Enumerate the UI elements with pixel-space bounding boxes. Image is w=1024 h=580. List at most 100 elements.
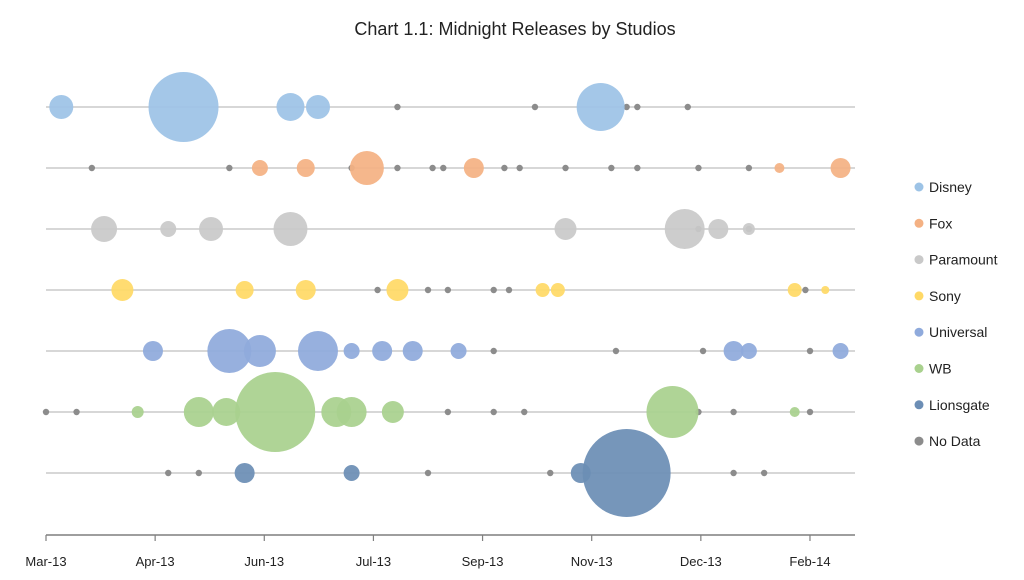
legend-label: Disney <box>929 179 972 195</box>
bubble-paramount <box>708 219 729 239</box>
no-data-point <box>394 103 401 111</box>
legend-marker-universal <box>914 327 924 337</box>
no-data-point <box>73 408 80 416</box>
no-data-point <box>444 408 452 416</box>
no-data-point <box>490 408 497 416</box>
no-data-point <box>608 164 615 172</box>
bubble-fox <box>463 158 484 178</box>
no-data-point <box>501 164 508 172</box>
bubble-universal <box>450 343 467 359</box>
no-data-point <box>562 164 569 172</box>
bubble-sony <box>235 281 254 299</box>
bubble-paramount <box>91 216 118 242</box>
bubble-paramount <box>742 223 755 235</box>
bubble-universal <box>343 343 360 359</box>
x-tick-label: Sep-13 <box>462 554 504 569</box>
bubble-paramount <box>160 221 177 237</box>
no-data-point <box>42 408 50 416</box>
legend-label: WB <box>929 361 952 377</box>
legend-marker-paramount <box>914 255 924 265</box>
x-tick-label: Nov-13 <box>571 554 613 569</box>
legend-marker-no-data <box>914 436 924 446</box>
no-data-point <box>634 164 641 172</box>
no-data-point <box>684 103 691 111</box>
no-data-point <box>440 164 447 172</box>
bubble-universal <box>372 341 393 361</box>
x-tick-label: Dec-13 <box>680 554 722 569</box>
bubble-layer <box>42 72 851 517</box>
bubble-universal <box>723 341 744 361</box>
no-data-point <box>424 286 432 294</box>
bubble-universal <box>402 341 423 361</box>
no-data-point <box>505 286 513 294</box>
bubble-sony <box>821 286 830 294</box>
bubble-wb <box>646 386 699 438</box>
no-data-point <box>226 164 233 172</box>
no-data-point <box>612 347 620 355</box>
no-data-point <box>424 469 432 477</box>
legend-label: Universal <box>929 324 987 340</box>
bubble-sony <box>386 279 409 301</box>
bubble-fox <box>774 163 785 173</box>
legend-label: Paramount <box>929 252 998 268</box>
no-data-point <box>444 286 452 294</box>
bubble-paramount <box>199 217 224 241</box>
bubble-wb <box>336 397 367 427</box>
legend-label: No Data <box>929 433 981 449</box>
legend-marker-fox <box>914 218 924 228</box>
legend-label: Sony <box>929 288 961 304</box>
legend-marker-sony <box>914 291 924 301</box>
no-data-point <box>699 347 707 355</box>
no-data-point <box>695 164 702 172</box>
legend-marker-disney <box>914 182 924 192</box>
no-data-point <box>730 408 737 416</box>
bubble-wb <box>235 372 316 452</box>
no-data-point <box>547 469 554 477</box>
bubble-lionsgate <box>234 463 255 483</box>
no-data-point <box>730 469 737 477</box>
bubble-sony <box>535 283 550 297</box>
chart-title: Chart 1.1: Midnight Releases by Studios <box>354 19 675 39</box>
legend-label: Lionsgate <box>929 397 990 413</box>
no-data-point <box>516 164 523 172</box>
bubble-paramount <box>273 212 308 246</box>
no-data-point <box>394 164 401 172</box>
no-data-point <box>623 103 630 111</box>
x-tick-label: Jun-13 <box>244 554 284 569</box>
legend-marker-wb <box>914 364 924 373</box>
x-axis: Mar-13 Apr-13 Jun-13 Jul-13 Sep-13 Nov-13 Dec-… <box>25 534 855 569</box>
no-data-point <box>490 286 497 294</box>
no-data-point <box>490 347 497 355</box>
bubble-wb <box>183 397 214 427</box>
bubble-fox <box>830 158 851 178</box>
bubble-universal <box>243 335 276 367</box>
no-data-point <box>165 469 172 477</box>
bubble-lionsgate <box>582 429 671 517</box>
bubble-wb <box>381 401 404 423</box>
bubble-disney <box>305 95 330 119</box>
x-tick-label: Feb-14 <box>789 554 830 569</box>
bubble-sony <box>550 283 565 297</box>
legend: Disney Fox Paramount Sony Universal WB Lionsga… <box>914 179 998 449</box>
bubble-disney <box>276 93 305 121</box>
no-data-point <box>760 469 768 477</box>
bubble-fox <box>251 160 268 176</box>
legend-marker-lionsgate <box>914 400 924 410</box>
no-data-point <box>806 347 814 355</box>
bubble-wb <box>789 407 800 417</box>
no-data-point <box>531 103 539 111</box>
x-tick-label: Mar-13 <box>25 554 66 569</box>
bubble-fox <box>349 151 384 185</box>
no-data-point <box>88 164 96 172</box>
bubble-lionsgate <box>343 465 360 481</box>
bubble-sony <box>111 279 134 301</box>
bubble-wb <box>212 398 241 426</box>
no-data-point <box>745 164 753 172</box>
bubble-wb <box>131 406 144 418</box>
bubble-universal <box>297 331 338 371</box>
bubble-paramount <box>664 209 705 249</box>
bubble-universal <box>832 343 849 359</box>
no-data-point <box>374 286 381 294</box>
legend-label: Fox <box>929 215 952 231</box>
x-tick-label: Jul-13 <box>356 554 391 569</box>
